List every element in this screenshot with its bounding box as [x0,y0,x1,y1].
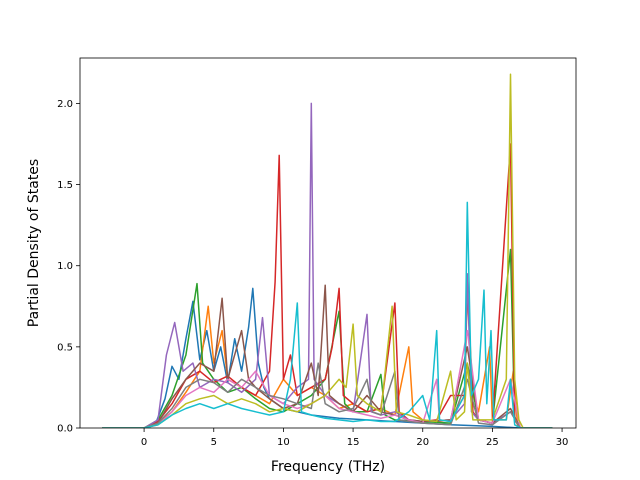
x-tick-label: 10 [277,437,290,448]
plot-frame [79,57,577,429]
y-tick-label: 1.5 [57,180,73,191]
x-tick-label: 0 [141,437,147,448]
y-axis-ticks: 0.0 0.5 1.0 1.5 2.0 [57,99,80,435]
series-line-9 [102,73,553,428]
x-tick-label: 5 [211,437,217,448]
x-axis-ticks: 0 5 10 15 20 25 30 [141,428,569,448]
series-line-6 [102,284,553,428]
x-tick-label: 30 [556,437,569,448]
y-tick-label: 0.5 [57,342,73,353]
x-tick-label: 20 [416,437,429,448]
series-line-10 [102,201,553,428]
x-axis-label: Frequency (THz) [271,459,385,475]
x-tick-label: 15 [347,437,360,448]
series-line-7 [102,329,553,428]
y-tick-label: 1.0 [57,261,73,272]
y-tick-label: 2.0 [57,99,73,110]
y-tick-label: 0.0 [57,424,73,435]
x-tick-label: 25 [486,437,499,448]
y-axis-label: Partial Density of States [26,159,42,327]
series-layer [102,73,553,428]
